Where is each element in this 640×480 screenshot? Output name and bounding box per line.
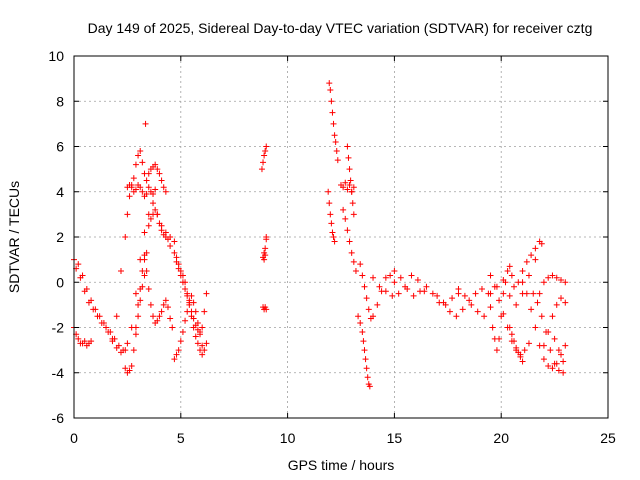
- y-tick-label: -4: [52, 365, 65, 381]
- data-point-markers: [132, 272, 148, 338]
- data-point-markers: [122, 249, 150, 376]
- data-point-markers: [338, 179, 357, 195]
- data-point-markers: [141, 252, 176, 331]
- series-satQ: [325, 188, 338, 245]
- series-satAI: [515, 238, 543, 286]
- data-point-markers: [391, 267, 462, 308]
- y-tick-label: -6: [52, 410, 65, 426]
- y-axis-label: SDTVAR / TECUs: [6, 181, 22, 293]
- series-satH: [145, 206, 174, 250]
- series-satAH: [536, 272, 569, 297]
- data-point-markers: [355, 313, 373, 390]
- data-point-markers: [171, 292, 206, 363]
- grid: [74, 56, 608, 418]
- data-point-markers: [73, 200, 178, 354]
- data-point-markers: [340, 206, 359, 274]
- data-point-markers: [487, 272, 532, 358]
- series-satS: [340, 206, 359, 274]
- series-satL: [171, 292, 206, 363]
- data-point-markers: [515, 238, 543, 286]
- data-point-markers: [489, 263, 518, 354]
- series-satR: [338, 179, 357, 195]
- x-axis-label: GPS time / hours: [288, 457, 395, 473]
- data-point-markers: [434, 286, 492, 320]
- series-satG: [141, 252, 176, 331]
- y-tick-label: -2: [52, 320, 65, 336]
- data-point-markers: [258, 143, 270, 173]
- series-satAC: [489, 263, 518, 354]
- x-tick-label: 25: [600, 430, 616, 446]
- data-point-markers: [124, 181, 159, 200]
- x-tick-label: 5: [177, 430, 185, 446]
- data-point-markers: [109, 148, 169, 342]
- data-point-markers: [357, 261, 398, 322]
- series-satZ: [455, 286, 494, 320]
- series-outlierA: [142, 120, 149, 127]
- data-point-markers: [487, 240, 545, 308]
- data-point-markers: [326, 80, 341, 164]
- series-satAD: [506, 324, 526, 365]
- x-tick-label: 20: [493, 430, 509, 446]
- series-satB: [73, 200, 178, 354]
- series-satO: [260, 304, 270, 313]
- data-point-markers: [171, 249, 210, 358]
- series-satT: [344, 143, 357, 218]
- x-tick-label: 15: [387, 430, 403, 446]
- series-satU: [355, 313, 373, 390]
- data-point-markers: [71, 256, 129, 356]
- y-tick-label: 4: [56, 184, 64, 200]
- data-point-markers: [344, 143, 357, 218]
- series-satI: [132, 272, 148, 338]
- data-point-markers: [145, 206, 174, 250]
- series-satX: [391, 267, 462, 308]
- data-point-markers: [370, 272, 428, 299]
- y-tick-label: 10: [48, 48, 64, 64]
- y-tick-label: 8: [56, 93, 64, 109]
- series-satAG: [540, 295, 569, 365]
- data-point-markers: [540, 295, 569, 365]
- series-satJ: [171, 249, 210, 358]
- data-point-markers: [455, 286, 494, 320]
- series-satAE: [519, 279, 569, 372]
- data-point-markers: [325, 188, 338, 245]
- series-satAB: [487, 272, 532, 358]
- series-satN: [260, 234, 270, 263]
- series-satA: [71, 256, 129, 356]
- data-point-markers: [260, 304, 270, 313]
- series-satE: [124, 181, 159, 200]
- x-tick-label: 10: [280, 430, 296, 446]
- series-satP: [326, 80, 341, 164]
- data-point-markers: [536, 272, 569, 297]
- series-satD: [109, 148, 169, 342]
- series-satV: [357, 261, 398, 322]
- data-point-markers: [260, 234, 270, 263]
- series-satAA: [487, 240, 545, 308]
- x-tick-label: 0: [70, 430, 78, 446]
- series-satM: [258, 143, 270, 173]
- y-tick-label: 2: [56, 229, 64, 245]
- series-satF: [122, 249, 150, 376]
- data-point-markers: [506, 324, 526, 365]
- series-satY: [434, 286, 492, 320]
- data-points: [71, 80, 569, 390]
- y-tick-label: 6: [56, 139, 64, 155]
- series-satW: [370, 272, 428, 299]
- axis-ticks: 0 5 10 15 20 25 -6 -4 -2 0 2 4 6 8 10: [48, 48, 616, 446]
- y-tick-label: 0: [56, 274, 64, 290]
- chart-title: Day 149 of 2025, Sidereal Day-to-day VTE…: [88, 20, 593, 36]
- data-point-markers: [142, 120, 149, 127]
- data-point-markers: [519, 279, 569, 372]
